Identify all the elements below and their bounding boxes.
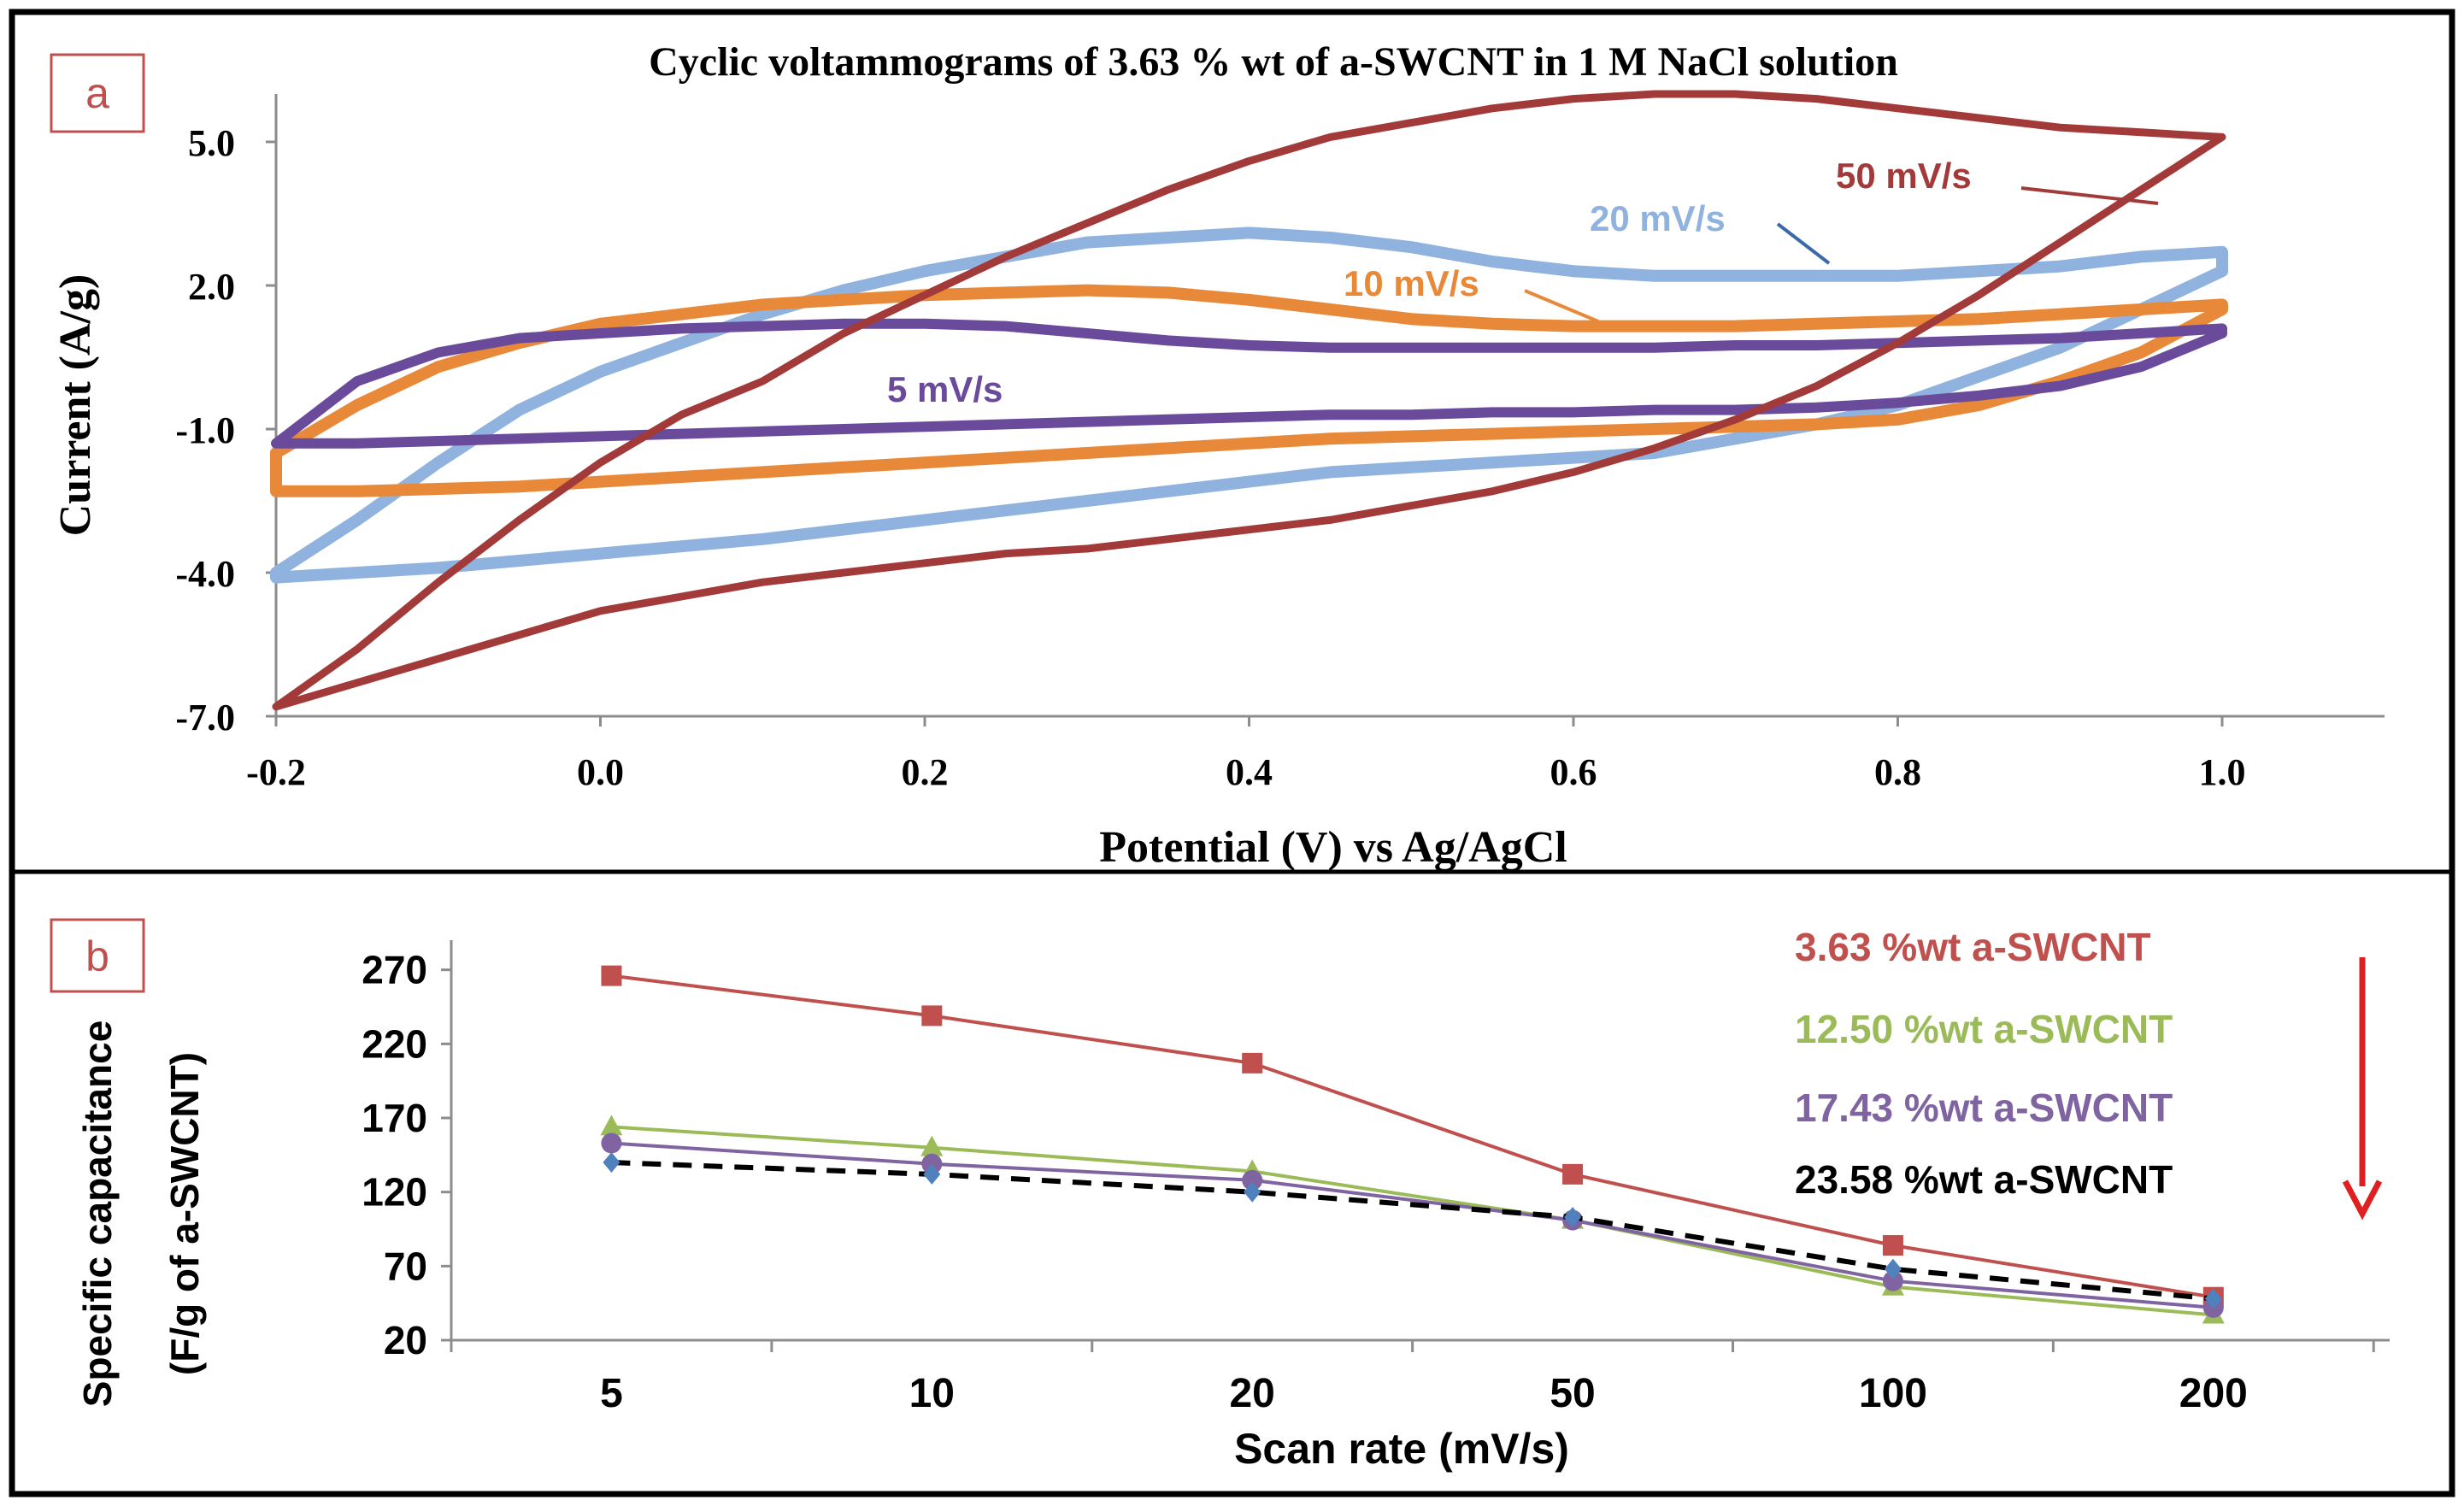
panel-a-y-tick-label: 5.0 xyxy=(188,122,235,164)
data-point-square xyxy=(1242,1053,1262,1074)
panel-b-y-tick-label: 120 xyxy=(362,1170,427,1215)
panel-a-x-tick-label: 0.6 xyxy=(1550,751,1597,793)
panel-b-x-tick-label: 10 xyxy=(909,1371,955,1416)
panel-a-y-axis-label: Current (A/g) xyxy=(51,274,100,537)
annotation-5-mvs: 5 mV/s xyxy=(887,369,1003,409)
panel-a-y-tick-label: -4.0 xyxy=(175,553,235,595)
legend-12-50-wt: 12.50 %wt a-SWCNT xyxy=(1795,1007,2173,1051)
data-point-square xyxy=(921,1005,942,1026)
panel-a-y-tick-label: -1.0 xyxy=(175,409,235,451)
panel-a-title: Cyclic voltammograms of 3.63 % wt of a-S… xyxy=(649,39,1898,85)
panel-b-y-tick-label: 220 xyxy=(362,1021,427,1066)
panel-a-x-tick-label: 0.0 xyxy=(577,751,624,793)
panel-b-x-tick-label: 20 xyxy=(1229,1371,1274,1416)
annotation-10-mvs: 10 mV/s xyxy=(1344,263,1479,303)
legend-23-58-wt: 23.58 %wt a-SWCNT xyxy=(1795,1157,2173,1202)
panel-b-label: b xyxy=(85,932,109,980)
panel-a-label: a xyxy=(85,69,109,117)
figure: a Cyclic voltammograms of 3.63 % wt of a… xyxy=(0,0,2464,1506)
data-point-square xyxy=(1883,1235,1903,1256)
data-point-circle xyxy=(601,1132,621,1153)
data-point-square xyxy=(601,966,621,986)
panel-b-x-tick-label: 100 xyxy=(1859,1371,1927,1416)
legend-3-63-wt: 3.63 %wt a-SWCNT xyxy=(1795,925,2151,969)
panel-a-x-tick-label: -0.2 xyxy=(246,751,306,793)
panel-a-x-axis-label: Potential (V) vs Ag/AgCl xyxy=(1099,823,1567,872)
panel-b-y-tick-label: 170 xyxy=(362,1096,427,1140)
panel-b-y-tick-label: 20 xyxy=(384,1318,427,1362)
panel-a-x-tick-label: 1.0 xyxy=(2199,751,2246,793)
panel-a-y-tick-label: -7.0 xyxy=(175,697,235,738)
panel-b-y-axis-label-line2: (F/g of a-SWCNT) xyxy=(162,1052,207,1375)
panel-b-y-tick-label: 270 xyxy=(362,948,427,992)
panel-a-x-tick-label: 0.8 xyxy=(1874,751,1921,793)
legend-17-43-wt: 17.43 %wt a-SWCNT xyxy=(1795,1085,2173,1130)
panel-b-x-tick-label: 50 xyxy=(1550,1371,1595,1416)
panel-b-y-axis-label-line1: Specific capacitance xyxy=(75,1021,120,1408)
panel-a-x-tick-label: 0.2 xyxy=(902,751,949,793)
panel-a-x-tick-label: 0.4 xyxy=(1226,751,1273,793)
panel-b-x-tick-label: 200 xyxy=(2179,1371,2248,1416)
panel-a-y-tick-label: 2.0 xyxy=(188,266,235,308)
panel-b-y-tick-label: 70 xyxy=(384,1244,427,1288)
panel-b-x-tick-label: 5 xyxy=(600,1371,623,1416)
data-point-square xyxy=(1562,1164,1583,1185)
annotation-20-mvs: 20 mV/s xyxy=(1590,198,1726,238)
annotation-50-mvs: 50 mV/s xyxy=(1836,156,1972,196)
panel-b-x-axis-label: Scan rate (mV/s) xyxy=(1234,1425,1569,1473)
